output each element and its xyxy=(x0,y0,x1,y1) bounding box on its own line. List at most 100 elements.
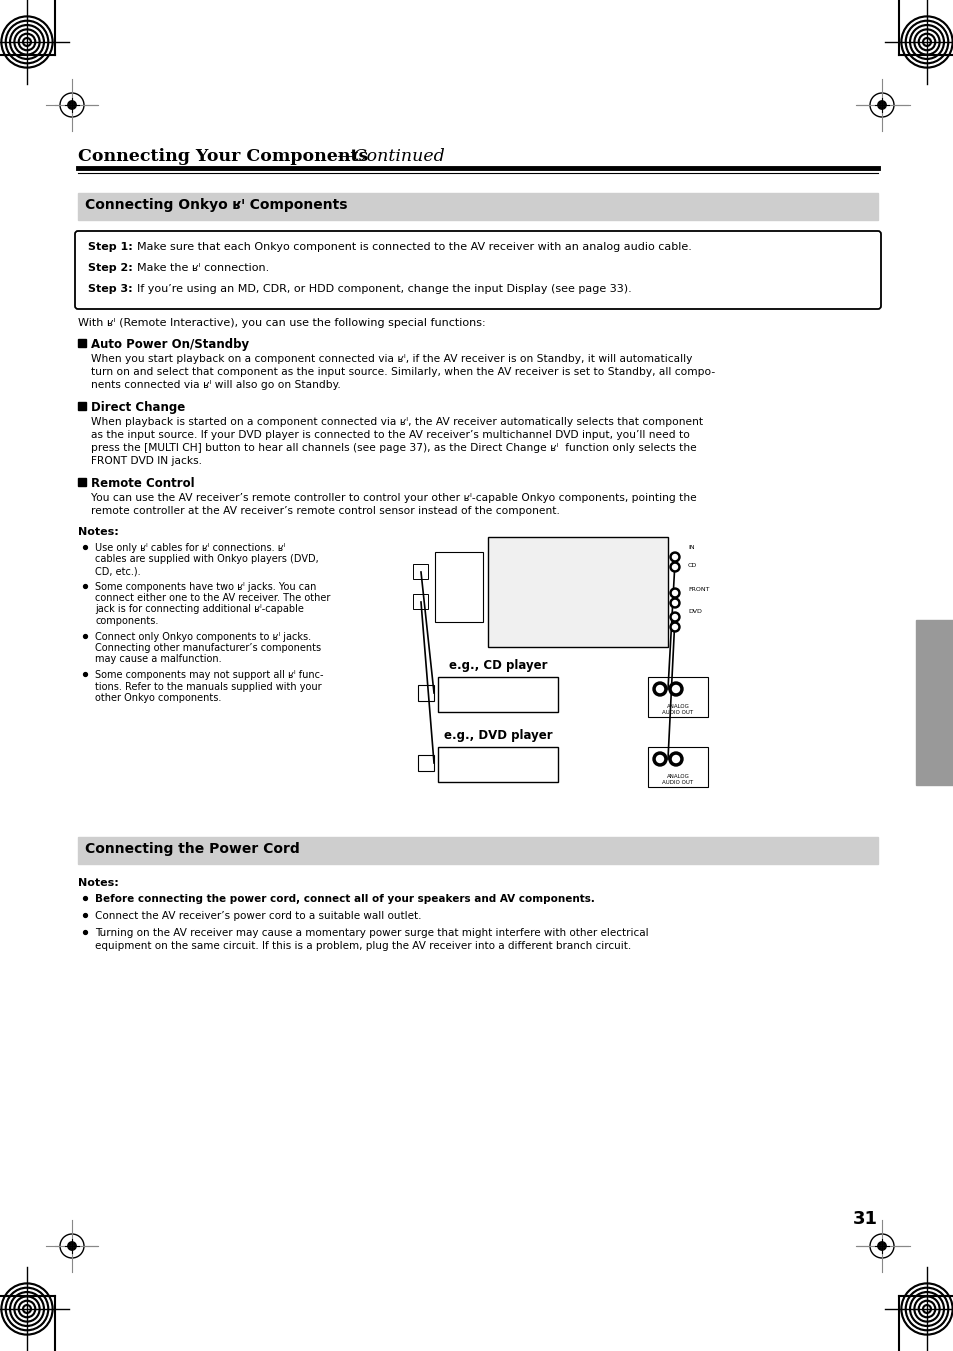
Circle shape xyxy=(869,1233,893,1258)
Circle shape xyxy=(669,562,679,571)
Circle shape xyxy=(915,1298,937,1320)
Text: Some components have two ʁᴵ jacks. You can: Some components have two ʁᴵ jacks. You c… xyxy=(95,581,316,592)
Circle shape xyxy=(3,1285,51,1333)
Text: Auto Power On/Standby: Auto Power On/Standby xyxy=(91,338,249,351)
Circle shape xyxy=(902,1285,950,1333)
Bar xyxy=(647,747,707,788)
Circle shape xyxy=(904,20,947,63)
Text: Connect the AV receiver’s power cord to a suitable wall outlet.: Connect the AV receiver’s power cord to … xyxy=(95,911,421,921)
Circle shape xyxy=(25,39,30,45)
Circle shape xyxy=(922,38,930,46)
Text: You can use the AV receiver’s remote controller to control your other ʁᴵ-capable: You can use the AV receiver’s remote con… xyxy=(91,493,696,503)
FancyBboxPatch shape xyxy=(75,231,880,309)
Text: Step 2:: Step 2: xyxy=(88,263,132,273)
Circle shape xyxy=(20,35,33,49)
Text: tions. Refer to the manuals supplied with your: tions. Refer to the manuals supplied wit… xyxy=(95,681,321,692)
Circle shape xyxy=(8,23,47,62)
Text: CD, etc.).: CD, etc.). xyxy=(95,566,140,576)
Text: Before connecting the power cord, connect all of your speakers and AV components: Before connecting the power cord, connec… xyxy=(95,894,595,904)
Text: ANALOG
AUDIO OUT: ANALOG AUDIO OUT xyxy=(661,704,693,715)
Circle shape xyxy=(18,34,35,51)
Circle shape xyxy=(10,1292,44,1327)
Bar xyxy=(413,594,428,609)
Bar xyxy=(417,755,434,771)
Text: CD: CD xyxy=(687,563,697,567)
Text: Connecting Onkyo ʁᴵ Components: Connecting Onkyo ʁᴵ Components xyxy=(85,199,347,212)
Text: Make the ʁᴵ connection.: Make the ʁᴵ connection. xyxy=(130,263,269,273)
Circle shape xyxy=(920,1302,933,1316)
Text: Connecting Your Components: Connecting Your Components xyxy=(78,149,368,165)
Circle shape xyxy=(25,1306,30,1312)
Text: RI: RI xyxy=(417,600,422,604)
Circle shape xyxy=(669,598,679,608)
Circle shape xyxy=(652,753,666,766)
Circle shape xyxy=(10,24,44,59)
Circle shape xyxy=(913,1296,939,1323)
Text: Make sure that each Onkyo component is connected to the AV receiver with an anal: Make sure that each Onkyo component is c… xyxy=(130,242,691,253)
Circle shape xyxy=(920,35,933,49)
Circle shape xyxy=(922,1305,930,1313)
Circle shape xyxy=(652,682,666,696)
Circle shape xyxy=(669,621,679,632)
Bar xyxy=(915,620,953,785)
Text: REMOTE
CONTROL: REMOTE CONTROL xyxy=(445,577,472,588)
Text: e.g., DVD player: e.g., DVD player xyxy=(443,730,552,742)
Circle shape xyxy=(906,23,945,62)
Text: cables are supplied with Onkyo players (DVD,: cables are supplied with Onkyo players (… xyxy=(95,554,318,565)
Text: Notes:: Notes: xyxy=(78,527,118,536)
Circle shape xyxy=(877,101,885,109)
Text: turn on and select that component as the input source. Similarly, when the AV re: turn on and select that component as the… xyxy=(91,367,715,377)
Circle shape xyxy=(904,1288,947,1331)
Circle shape xyxy=(6,20,49,63)
Text: remote controller at the AV receiver’s remote control sensor instead of the comp: remote controller at the AV receiver’s r… xyxy=(91,507,559,516)
Circle shape xyxy=(906,1289,945,1328)
Circle shape xyxy=(1,1283,53,1335)
Text: jack is for connecting additional ʁᴵ-capable: jack is for connecting additional ʁᴵ-cap… xyxy=(95,604,304,615)
Bar xyxy=(435,553,482,621)
Text: If you’re using an MD, CDR, or HDD component, change the input Display (see page: If you’re using an MD, CDR, or HDD compo… xyxy=(130,284,631,295)
Circle shape xyxy=(1,16,53,68)
Circle shape xyxy=(672,600,677,605)
Text: DVD: DVD xyxy=(687,609,701,613)
Bar xyxy=(78,403,86,409)
Circle shape xyxy=(900,16,952,68)
Bar xyxy=(78,193,877,220)
Circle shape xyxy=(911,27,942,57)
Text: FRONT: FRONT xyxy=(687,586,709,592)
Text: Use only ʁᴵ cables for ʁᴵ connections. ʁᴵ: Use only ʁᴵ cables for ʁᴵ connections. ʁ… xyxy=(95,543,285,553)
Bar xyxy=(437,677,558,712)
Text: When playback is started on a component connected via ʁᴵ, the AV receiver automa: When playback is started on a component … xyxy=(91,417,702,427)
Circle shape xyxy=(909,1292,943,1327)
Text: may cause a malfunction.: may cause a malfunction. xyxy=(95,654,221,665)
Bar xyxy=(78,339,86,347)
Circle shape xyxy=(909,24,943,59)
Circle shape xyxy=(923,1306,928,1312)
Circle shape xyxy=(911,1294,942,1324)
Text: Step 3:: Step 3: xyxy=(88,284,132,295)
Circle shape xyxy=(11,1294,42,1324)
Text: Step 1:: Step 1: xyxy=(88,242,132,253)
Text: press the [MULTI CH] button to hear all channels (see page 37), as the Direct Ch: press the [MULTI CH] button to hear all … xyxy=(91,443,696,453)
Bar xyxy=(78,478,86,486)
Text: Remote Control: Remote Control xyxy=(91,477,194,490)
Text: Connecting the Power Cord: Connecting the Power Cord xyxy=(85,842,299,857)
Text: —Continued: —Continued xyxy=(335,149,444,165)
Circle shape xyxy=(3,18,51,66)
Bar xyxy=(437,747,558,782)
Circle shape xyxy=(923,39,928,45)
Circle shape xyxy=(14,28,40,55)
Circle shape xyxy=(902,18,950,66)
Circle shape xyxy=(60,93,84,118)
Circle shape xyxy=(900,1283,952,1335)
Text: e.g., CD player: e.g., CD player xyxy=(448,659,547,671)
Text: Connect only Onkyo components to ʁᴵ jacks.: Connect only Onkyo components to ʁᴵ jack… xyxy=(95,631,311,642)
Circle shape xyxy=(23,38,31,46)
Circle shape xyxy=(669,612,679,621)
Bar xyxy=(417,685,434,701)
Circle shape xyxy=(60,1233,84,1258)
Circle shape xyxy=(16,1298,38,1320)
Text: other Onkyo components.: other Onkyo components. xyxy=(95,693,221,703)
Bar xyxy=(78,838,877,865)
Text: as the input source. If your DVD player is connected to the AV receiver’s multic: as the input source. If your DVD player … xyxy=(91,430,689,440)
Circle shape xyxy=(913,28,939,55)
